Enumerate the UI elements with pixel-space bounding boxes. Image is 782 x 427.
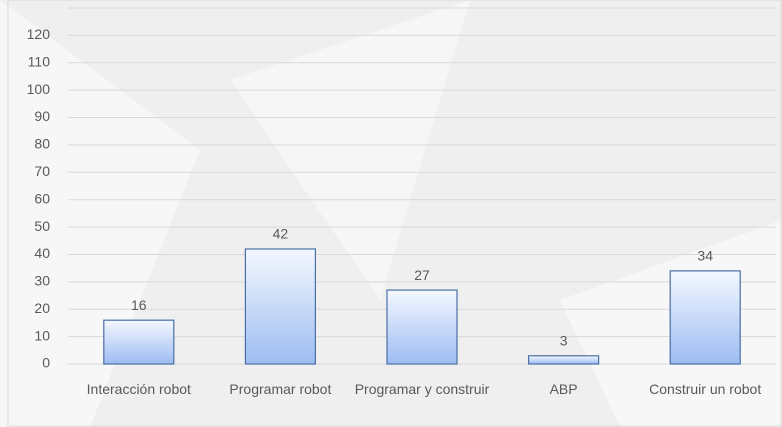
x-tick-label: Construir un robot — [649, 381, 762, 397]
x-tick-label: Programar y construir — [354, 381, 490, 397]
y-tick-label: 60 — [34, 190, 50, 206]
value-label: 34 — [697, 248, 713, 264]
value-label: 27 — [414, 267, 430, 283]
x-tick-label: Interacción robot — [86, 381, 191, 397]
y-tick-label: 110 — [28, 53, 51, 69]
y-tick-label: 120 — [27, 26, 51, 42]
y-tick-label: 10 — [34, 327, 50, 343]
y-tick-label: 90 — [34, 108, 50, 124]
y-tick-label: 20 — [34, 300, 50, 316]
bar — [669, 270, 741, 365]
y-tick-label: 40 — [34, 245, 50, 261]
y-tick-label: 0 — [42, 355, 50, 371]
bar — [386, 289, 458, 365]
y-tick-label: 80 — [34, 136, 50, 152]
bar — [103, 319, 175, 365]
background-shape — [230, 0, 470, 300]
chart-border — [7, 0, 782, 427]
value-label: 3 — [560, 332, 568, 348]
y-tick-label: 70 — [34, 163, 50, 179]
x-tick-label: Programar robot — [229, 381, 332, 397]
bar — [527, 355, 600, 365]
y-tick-label: 30 — [34, 273, 50, 289]
value-label: 42 — [273, 226, 289, 242]
y-tick-label: 50 — [34, 218, 50, 234]
bar — [244, 248, 316, 365]
value-label: 16 — [131, 297, 147, 313]
x-tick-label: ABP — [549, 381, 578, 397]
y-tick-label: 100 — [27, 81, 51, 97]
background-shape — [0, 0, 200, 427]
